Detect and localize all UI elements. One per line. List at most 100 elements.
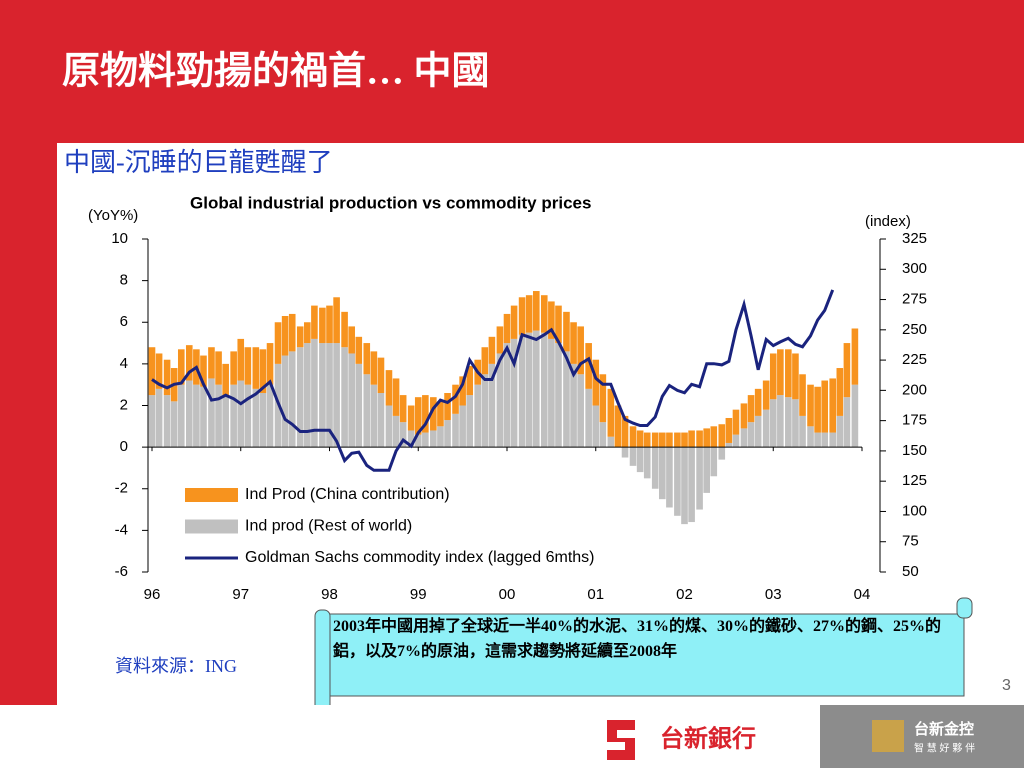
bar bbox=[540, 332, 548, 448]
bar bbox=[185, 380, 193, 448]
bar bbox=[237, 380, 245, 448]
bar bbox=[193, 384, 200, 448]
bar bbox=[422, 395, 429, 433]
bar bbox=[304, 343, 311, 448]
y2-tick-label: 100 bbox=[902, 502, 927, 519]
bar bbox=[230, 384, 237, 448]
bar bbox=[170, 401, 178, 448]
legend-swatch bbox=[185, 488, 238, 502]
source: 資料來源：ING bbox=[115, 656, 237, 676]
bar bbox=[525, 295, 533, 333]
bar bbox=[208, 347, 215, 379]
y2-tick-label: 50 bbox=[902, 563, 919, 580]
bar bbox=[274, 322, 282, 364]
bar bbox=[326, 305, 333, 344]
bar bbox=[629, 447, 637, 466]
bar bbox=[510, 338, 518, 448]
bar bbox=[769, 353, 777, 400]
bar bbox=[674, 432, 681, 448]
y2-tick-label: 225 bbox=[902, 351, 927, 368]
bar bbox=[355, 363, 363, 448]
bar bbox=[503, 313, 511, 344]
bar bbox=[363, 343, 371, 375]
bar bbox=[703, 447, 710, 493]
holding-slogan: 智 慧 好 夥 伴 bbox=[914, 742, 975, 755]
bar bbox=[703, 428, 710, 448]
callout-text: 2003年中國用掉了全球近一半40%的水泥、31%的煤、30%的鐵砂、27%的鋼… bbox=[333, 618, 942, 660]
bar bbox=[843, 343, 851, 398]
y2-tick-label: 325 bbox=[902, 230, 927, 247]
bar bbox=[599, 422, 607, 448]
bar bbox=[288, 351, 296, 448]
bar bbox=[525, 332, 533, 448]
bar bbox=[296, 326, 304, 348]
bar bbox=[681, 447, 688, 525]
y2-tick-label: 175 bbox=[902, 412, 927, 429]
y-tick-label: 8 bbox=[120, 272, 128, 289]
bar bbox=[466, 365, 474, 396]
footer bbox=[0, 705, 820, 768]
y2-tick-label: 300 bbox=[902, 260, 927, 277]
y-tick-label: -6 bbox=[115, 563, 128, 580]
bar bbox=[281, 316, 289, 356]
x-tick-label: 04 bbox=[854, 586, 871, 603]
bar bbox=[563, 351, 570, 448]
bar bbox=[341, 311, 348, 348]
bar bbox=[281, 355, 289, 448]
bar bbox=[208, 378, 215, 448]
bar bbox=[599, 374, 607, 423]
bar bbox=[532, 330, 540, 448]
bar bbox=[710, 426, 718, 448]
bar bbox=[319, 343, 326, 448]
bar bbox=[725, 442, 733, 448]
bar bbox=[266, 343, 274, 385]
bar bbox=[259, 349, 267, 394]
bar bbox=[643, 447, 651, 479]
bar bbox=[163, 395, 171, 448]
bar bbox=[843, 397, 851, 448]
bar bbox=[230, 351, 237, 385]
y-axis-label: (YoY%) bbox=[88, 207, 138, 224]
bar bbox=[555, 305, 562, 344]
bar bbox=[496, 353, 504, 448]
bar bbox=[148, 347, 156, 396]
bar bbox=[585, 343, 592, 389]
bar bbox=[437, 401, 444, 427]
bar bbox=[444, 420, 451, 448]
bar bbox=[532, 291, 540, 331]
bar bbox=[814, 386, 821, 433]
bar bbox=[785, 349, 792, 398]
bar bbox=[370, 351, 378, 385]
bar bbox=[200, 386, 207, 448]
slide-title: 原物料勁揚的禍首… 中國 bbox=[62, 51, 490, 93]
bar bbox=[244, 384, 252, 448]
bar bbox=[311, 338, 318, 448]
bar bbox=[732, 409, 740, 435]
bar bbox=[651, 447, 659, 489]
bar bbox=[518, 297, 526, 335]
bar bbox=[710, 447, 718, 477]
bar bbox=[474, 384, 482, 448]
scroll-left bbox=[314, 609, 331, 719]
y-tick-label: 4 bbox=[120, 355, 128, 372]
bar bbox=[392, 415, 400, 448]
y-tick-label: -4 bbox=[115, 521, 128, 538]
bar bbox=[659, 447, 666, 500]
bar bbox=[244, 347, 252, 385]
bar bbox=[304, 322, 311, 344]
bar bbox=[807, 426, 814, 448]
bar bbox=[762, 380, 770, 410]
bar bbox=[348, 353, 355, 448]
bar bbox=[518, 334, 526, 448]
bar bbox=[725, 417, 733, 443]
bar bbox=[481, 374, 489, 448]
bar bbox=[444, 393, 451, 421]
bar bbox=[577, 326, 584, 375]
bar bbox=[792, 399, 799, 448]
bar bbox=[592, 405, 600, 448]
bar bbox=[570, 322, 577, 364]
bar bbox=[155, 353, 163, 389]
bar bbox=[452, 384, 459, 414]
bar bbox=[792, 353, 799, 400]
x-tick-label: 03 bbox=[765, 586, 782, 603]
